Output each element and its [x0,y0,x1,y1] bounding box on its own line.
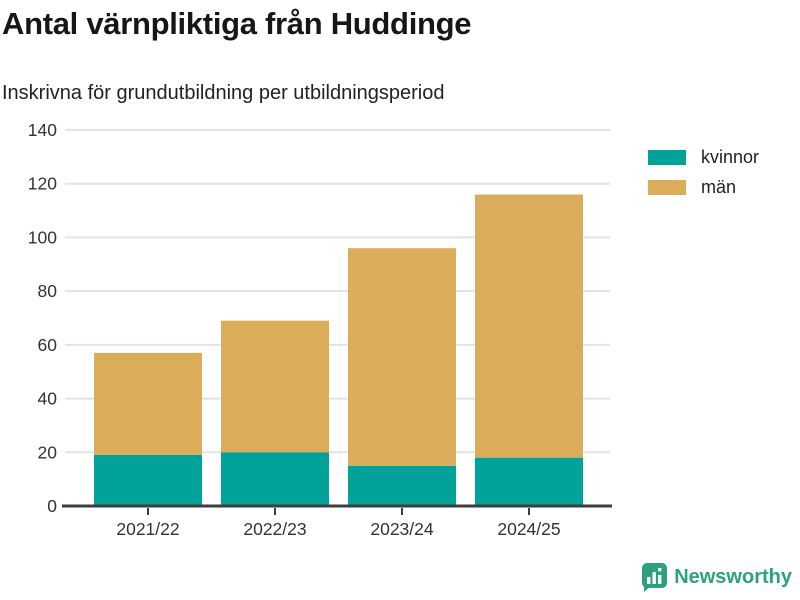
legend-label-kvinnor: kvinnor [701,147,760,167]
bar-segment-män-2023/24 [348,248,456,466]
y-tick-label-100: 100 [28,227,57,247]
chart-subtitle: Inskrivna för grundutbildning per utbild… [2,82,445,104]
newsworthy-wordmark: Newsworthy [674,565,792,588]
chart-title: Antal värnpliktiga från Huddinge [2,6,472,41]
y-tick-label-120: 120 [28,174,57,194]
bar-segment-kvinnor-2024/25 [475,457,583,506]
bar-segment-män-2021/22 [94,352,202,455]
legend-swatch-man [648,180,686,195]
y-tick-label-0: 0 [47,496,57,516]
legend-label-man: män [701,177,737,197]
y-tick-label-80: 80 [38,281,58,301]
chart-legend: kvinnor män [648,147,759,198]
x-tick-label-2023/24: 2023/24 [370,519,434,539]
x-tick-label-2022/23: 2022/23 [243,519,306,539]
legend-swatch-kvinnor [648,150,686,165]
y-tick-label-60: 60 [38,335,58,355]
newsworthy-logo-icon [642,563,668,592]
newsworthy-branding: Newsworthy [640,562,792,592]
legend-item-kvinnor: kvinnor [648,147,759,168]
y-tick-label-40: 40 [38,389,58,409]
bar-segment-kvinnor-2021/22 [94,454,202,506]
y-tick-label-20: 20 [38,442,58,462]
x-tick-label-2024/25: 2024/25 [497,519,560,539]
bar-segment-kvinnor-2023/24 [348,465,456,506]
bar-segment-kvinnor-2022/23 [221,452,329,506]
legend-item-man: män [648,177,759,198]
bar-segment-män-2024/25 [475,194,583,458]
bar-segment-män-2022/23 [221,320,329,453]
y-tick-label-140: 140 [28,120,57,140]
x-tick-label-2021/22: 2021/22 [116,519,179,539]
